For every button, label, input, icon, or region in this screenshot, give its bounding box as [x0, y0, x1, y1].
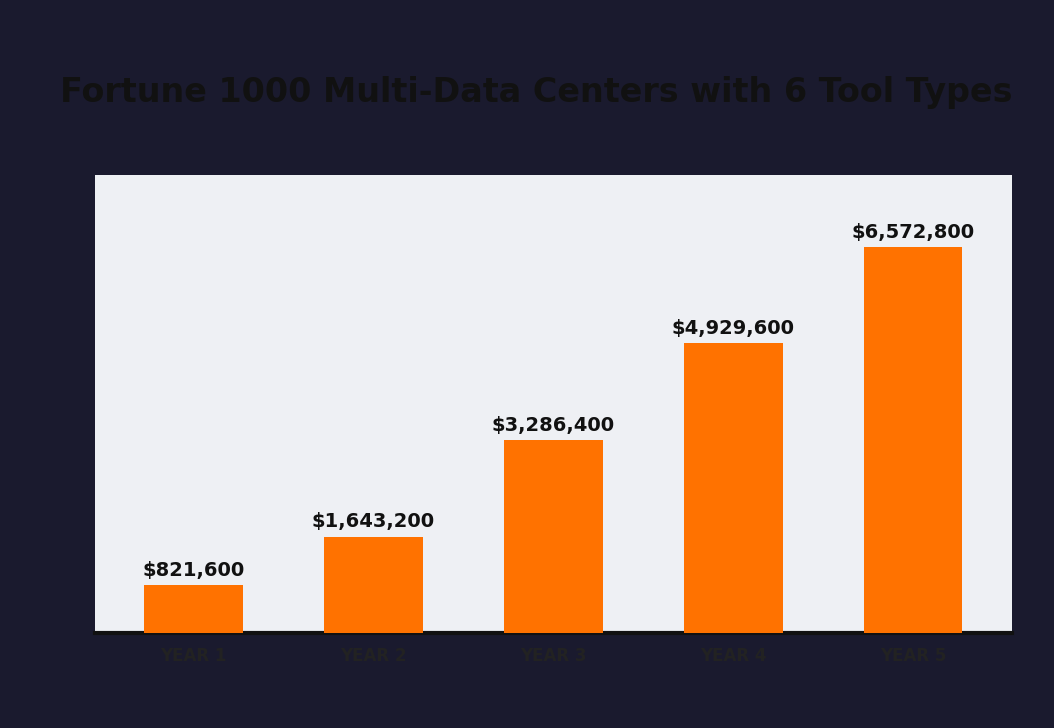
Text: $4,929,600: $4,929,600 — [671, 319, 795, 339]
Bar — [863, 247, 962, 633]
Bar — [144, 585, 243, 633]
Text: Fortune 1000 Multi-Data Centers with 6 Tool Types: Fortune 1000 Multi-Data Centers with 6 T… — [60, 76, 1012, 108]
Text: $3,286,400: $3,286,400 — [492, 416, 614, 435]
Text: $1,643,200: $1,643,200 — [312, 513, 435, 531]
Bar — [684, 344, 783, 633]
Text: $6,572,800: $6,572,800 — [852, 223, 975, 242]
Text: $821,600: $821,600 — [142, 561, 245, 579]
Bar — [504, 440, 603, 633]
Bar — [325, 537, 423, 633]
